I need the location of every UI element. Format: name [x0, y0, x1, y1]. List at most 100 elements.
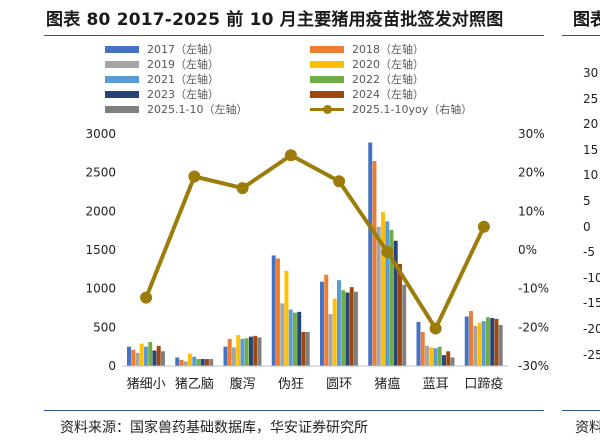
yoy-point-0: [140, 291, 153, 304]
legend-swatch: [105, 45, 139, 53]
bar-2024-7: [494, 318, 499, 366]
bar-2024-1: [205, 359, 209, 366]
bar-2023-3: [297, 311, 302, 366]
legend-item-2022: 2022（左轴）: [310, 72, 424, 86]
adjacent-tick-fragment: 10: [583, 168, 599, 183]
legend-label: 2025.1-10yoy（右轴）: [352, 103, 473, 116]
adjacent-tick-fragment: 30: [583, 66, 599, 80]
bar-2020-6: [429, 347, 434, 366]
bar-2024-4: [349, 287, 354, 366]
yoy-point-3: [284, 149, 297, 162]
yoy-line-series: [140, 149, 490, 335]
bar-2024-6: [446, 351, 451, 366]
legend-label: 2022（左轴）: [352, 73, 424, 86]
bar-2022-4: [341, 290, 346, 366]
legend-item-2019: 2019（左轴）: [105, 57, 219, 71]
bar-2022-5: [389, 229, 394, 366]
legend-label: 2025.1-10（左轴）: [147, 103, 248, 116]
legend-swatch: [105, 105, 139, 113]
bar-2024-5: [398, 263, 402, 366]
bar-2019-6: [425, 345, 429, 366]
legend-item-2023: 2023（左轴）: [105, 87, 219, 101]
adjacent-source-fragment: 资料: [575, 420, 600, 436]
category-label: 猪瘟: [374, 376, 400, 392]
left-axis-tick-label: 1000: [85, 282, 116, 296]
legend-label: 2019（左轴）: [147, 58, 219, 71]
bar-2019-3: [280, 303, 285, 366]
bar-2022-1: [196, 359, 201, 366]
bar-2018-2: [227, 338, 232, 366]
adjacent-tick-fragment: -15: [583, 296, 600, 311]
right-axis-tick-label: -10%: [518, 282, 549, 296]
bar-2018-7: [469, 311, 473, 366]
category-label: 腹泻: [230, 376, 256, 392]
legend-item-2017: 2017（左轴）: [105, 42, 219, 56]
bar-2021-5: [385, 221, 390, 366]
adjacent-tick-fragment: 25: [583, 91, 599, 106]
bar-2021-0: [144, 346, 148, 366]
bar-2017-5: [368, 142, 373, 366]
bar-2018-0: [131, 349, 136, 366]
right-axis-tick-label: 20%: [518, 166, 545, 180]
bar-2024-0: [156, 345, 161, 366]
bar-2023-5: [393, 240, 398, 366]
legend-item-2021: 2021（左轴）: [105, 72, 219, 86]
category-label: 伪狂: [278, 377, 304, 392]
legend-swatch: [105, 75, 139, 83]
legend-swatch: [310, 45, 344, 53]
bar-2020-0: [139, 343, 144, 366]
category-label: 猪乙脑: [175, 377, 214, 392]
bar-2025.1-10-5: [402, 284, 407, 366]
bar-2019-4: [328, 314, 333, 366]
bar-2021-7: [481, 321, 486, 366]
bar-2023-0: [152, 350, 157, 366]
bar-2023-2: [249, 336, 253, 366]
legend-swatch: [310, 75, 344, 83]
bar-2017-4: [320, 281, 324, 366]
category-label: 口蹄疫: [464, 376, 503, 392]
bar-2021-4: [337, 280, 341, 366]
legend-swatch: [310, 60, 344, 68]
adjacent-tick-fragment: -25: [583, 347, 600, 362]
legend-swatch: [105, 90, 139, 98]
bar-2017-0: [127, 346, 131, 366]
bar-2023-6: [442, 355, 446, 366]
legend-item-2025.1-10: 2025.1-10（左轴）: [105, 102, 247, 116]
bar-2017-1: [175, 357, 180, 366]
yoy-point-6: [429, 322, 442, 335]
source-note: 资料来源：国家兽药基础数据库，华安证券研究所: [60, 420, 368, 436]
adjacent-chart-title-fragment: 图表: [573, 10, 600, 30]
left-axis-tick-label: 500: [93, 320, 116, 334]
right-axis-tick-label: 0%: [518, 243, 537, 257]
adjacent-tick-fragment: 20: [583, 117, 599, 132]
yoy-point-2: [236, 182, 249, 195]
left-axis-tick-label: 1500: [85, 243, 116, 257]
bar-2020-5: [381, 212, 385, 366]
bar-2025.1-10-3: [305, 331, 310, 366]
bar-2023-1: [200, 359, 205, 366]
legend-item-2020: 2020（左轴）: [310, 57, 424, 71]
right-axis-tick-label: -20%: [518, 320, 549, 334]
bar-2020-4: [332, 298, 337, 366]
footer-rule: [44, 410, 544, 411]
legend: 2017（左轴） 2018（左轴） 2019（左轴） 2020（左轴） 2021（左轴）…: [105, 42, 525, 124]
legend-label: 2017（左轴）: [147, 43, 219, 56]
adjacent-tick-fragment: 5: [583, 194, 591, 208]
bar-2021-1: [192, 356, 197, 366]
yoy-point-1: [188, 170, 201, 183]
bar-series: [127, 142, 503, 366]
right-axis-tick-label: -30%: [518, 359, 549, 373]
bar-2025.1-10-1: [209, 359, 214, 366]
bar-2020-3: [284, 270, 289, 366]
adjacent-tick-fragment: -20: [583, 322, 600, 336]
adjacent-tick-fragment: -10: [583, 270, 600, 285]
yoy-point-7: [477, 220, 490, 233]
left-axis-tick-label: 2000: [85, 204, 116, 218]
legend-label: 2024（左轴）: [352, 88, 424, 101]
category-label: 猪细小: [127, 377, 166, 392]
left-axis-tick-label: 0: [108, 359, 116, 373]
bar-2019-5: [376, 226, 381, 366]
adjacent-tick-fragment: -5: [583, 245, 595, 260]
bar-2024-3: [301, 331, 306, 366]
